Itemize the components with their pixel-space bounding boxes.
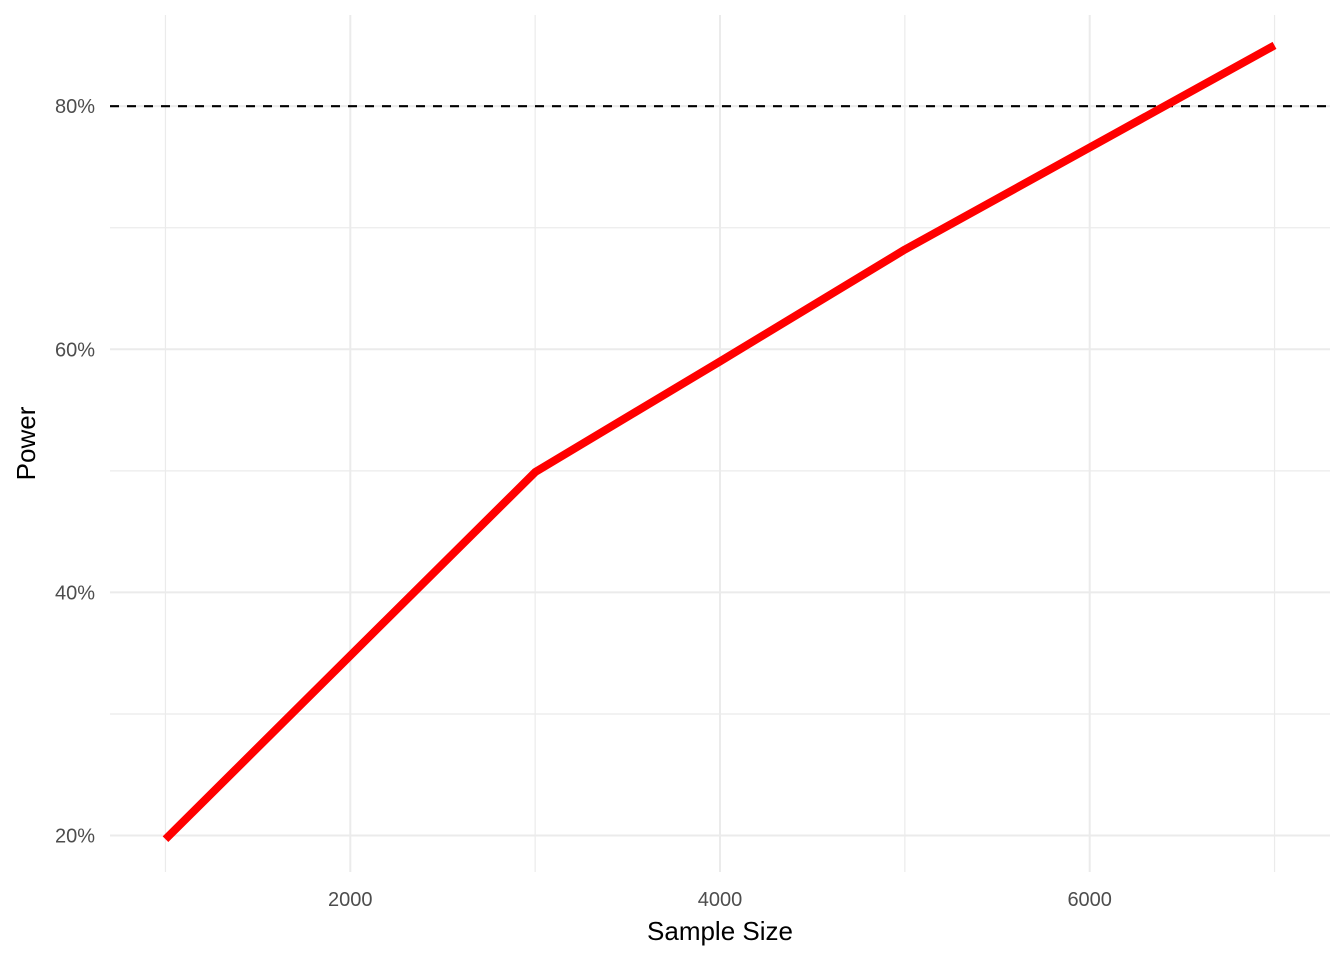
x-tick-label: 2000 <box>328 889 373 911</box>
y-tick-label: 80% <box>55 96 95 118</box>
y-axis-title: Power <box>11 406 41 480</box>
x-tick-label: 6000 <box>1067 889 1112 911</box>
y-tick-label: 60% <box>55 339 95 361</box>
series-lines <box>162 41 1277 843</box>
x-axis-ticks: 2000 4000 6000 <box>328 889 1112 911</box>
x-tick-label: 4000 <box>698 889 743 911</box>
y-axis-ticks: 20% 40% 60% 80% <box>55 96 95 847</box>
x-axis-title: Sample Size <box>647 916 793 946</box>
grid-lines <box>110 15 1330 872</box>
power-series-line <box>162 41 1277 843</box>
y-tick-label: 20% <box>55 826 95 848</box>
y-tick-label: 40% <box>55 582 95 604</box>
